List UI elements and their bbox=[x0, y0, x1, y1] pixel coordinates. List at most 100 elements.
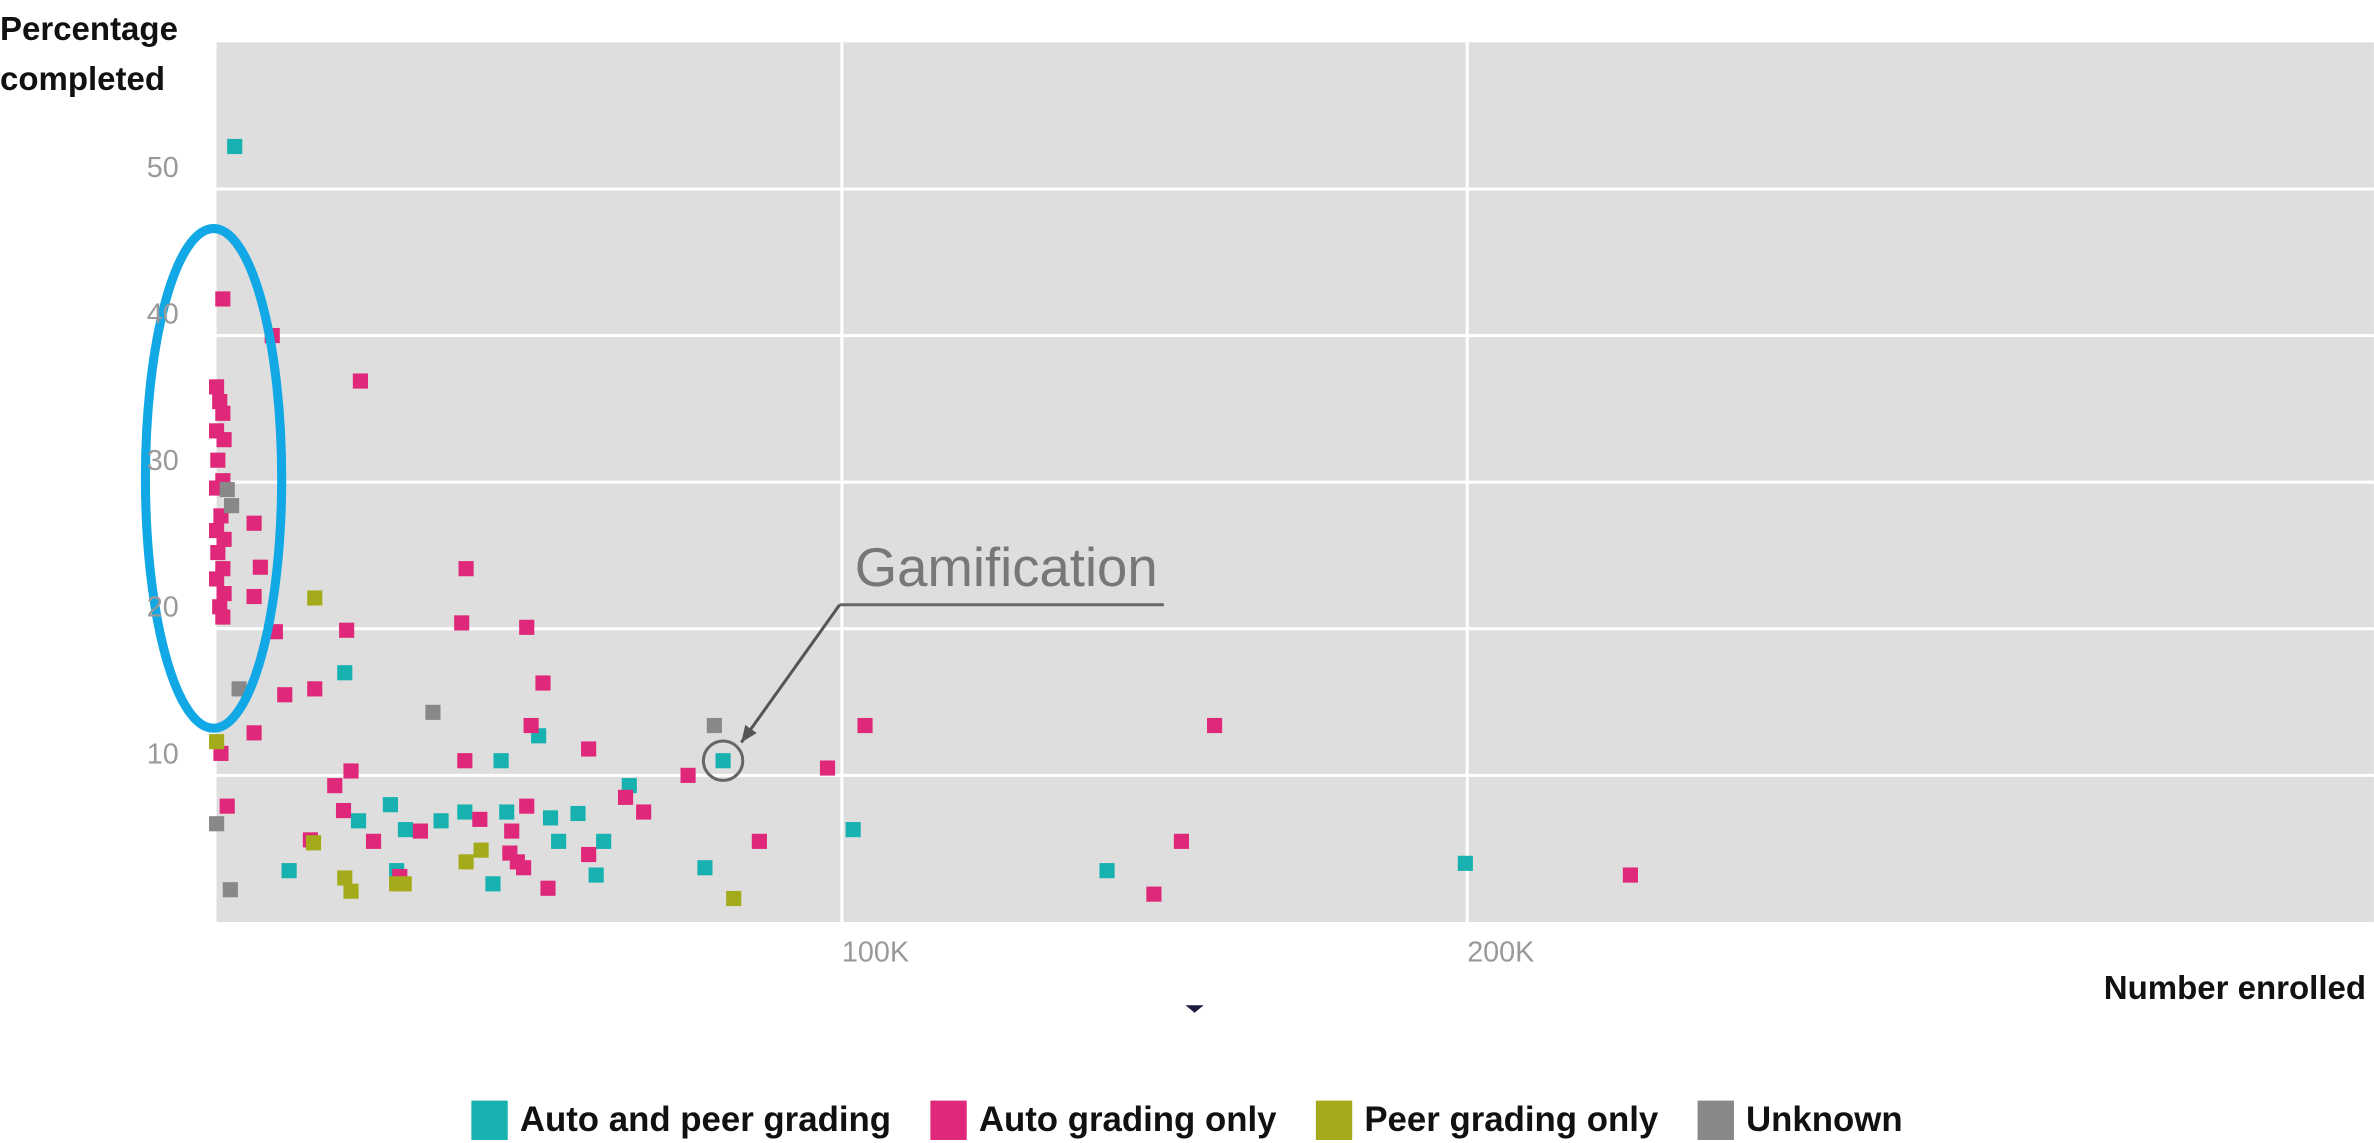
point bbox=[307, 590, 323, 606]
point bbox=[305, 835, 322, 851]
point bbox=[210, 452, 226, 468]
point bbox=[472, 811, 488, 827]
x-tick-label: 100K bbox=[842, 936, 909, 968]
point bbox=[485, 876, 501, 892]
point bbox=[246, 725, 262, 741]
point bbox=[350, 813, 367, 829]
point bbox=[343, 763, 359, 779]
point bbox=[397, 822, 413, 838]
y-tick-label: 30 bbox=[147, 445, 179, 477]
point bbox=[327, 778, 343, 794]
point bbox=[596, 833, 612, 849]
point bbox=[307, 681, 323, 697]
point bbox=[215, 609, 231, 625]
point bbox=[697, 860, 713, 876]
legend-swatch bbox=[930, 1100, 967, 1140]
point bbox=[281, 863, 297, 879]
point bbox=[1207, 717, 1223, 734]
point bbox=[252, 559, 268, 575]
point bbox=[216, 531, 232, 547]
point bbox=[617, 789, 634, 805]
point bbox=[751, 833, 767, 849]
legend-swatch bbox=[1697, 1100, 1734, 1140]
point bbox=[335, 802, 352, 819]
point bbox=[726, 890, 742, 907]
point bbox=[343, 883, 359, 899]
y-tick-label: 50 bbox=[147, 152, 179, 184]
point bbox=[581, 741, 597, 757]
highlight-ellipse bbox=[140, 224, 287, 733]
point bbox=[535, 675, 551, 691]
point bbox=[246, 515, 262, 531]
points bbox=[209, 138, 1638, 907]
point bbox=[540, 880, 556, 896]
point bbox=[212, 393, 228, 410]
point bbox=[473, 842, 489, 858]
point bbox=[581, 846, 597, 863]
annotation-arrowhead bbox=[741, 724, 757, 743]
point bbox=[246, 588, 262, 605]
annotation-arrow bbox=[740, 603, 841, 744]
legend-item: Peer grading only bbox=[1315, 1100, 1659, 1140]
point bbox=[365, 833, 382, 849]
point bbox=[857, 717, 873, 734]
point bbox=[845, 822, 861, 838]
x-tick-label: 200K bbox=[1467, 936, 1534, 968]
point bbox=[216, 432, 232, 448]
point bbox=[523, 717, 539, 734]
point bbox=[457, 753, 473, 769]
y-axis-label: Percentage completed bbox=[0, 10, 178, 97]
point bbox=[519, 619, 535, 635]
legend-item: Auto grading only bbox=[930, 1100, 1277, 1140]
point bbox=[516, 860, 532, 876]
point bbox=[215, 405, 231, 421]
point bbox=[339, 622, 355, 638]
legend-item: Unknown bbox=[1697, 1100, 1903, 1140]
legend-label: Unknown bbox=[1746, 1100, 1903, 1139]
point bbox=[458, 854, 474, 870]
point bbox=[458, 561, 474, 577]
legend-swatch bbox=[471, 1100, 508, 1140]
point bbox=[636, 804, 652, 820]
point bbox=[1622, 867, 1638, 883]
point bbox=[542, 810, 559, 826]
point bbox=[433, 813, 449, 829]
point bbox=[209, 734, 225, 750]
point bbox=[457, 804, 473, 820]
point bbox=[570, 805, 586, 822]
point bbox=[493, 753, 509, 769]
legend-label: Peer grading only bbox=[1364, 1100, 1659, 1139]
annotation-circle bbox=[701, 739, 745, 782]
point bbox=[215, 291, 231, 307]
y-tick-label: 20 bbox=[147, 592, 179, 624]
point bbox=[216, 586, 232, 602]
point bbox=[454, 615, 470, 631]
legend-label: Auto and peer grading bbox=[520, 1100, 891, 1139]
point bbox=[227, 138, 243, 155]
point bbox=[1457, 855, 1473, 871]
grid bbox=[216, 42, 2374, 922]
legend: Auto and peer grading Auto grading only Pe… bbox=[471, 1100, 1903, 1140]
point bbox=[382, 797, 398, 813]
point bbox=[519, 798, 535, 814]
point bbox=[352, 373, 368, 389]
point bbox=[219, 798, 235, 814]
point bbox=[209, 379, 225, 395]
point bbox=[715, 753, 731, 769]
point bbox=[210, 544, 226, 561]
point bbox=[621, 778, 637, 794]
point bbox=[213, 745, 229, 761]
point bbox=[337, 665, 353, 681]
point bbox=[337, 870, 353, 886]
point bbox=[396, 876, 412, 892]
point bbox=[219, 481, 235, 498]
point bbox=[412, 823, 429, 839]
legend-swatch bbox=[1315, 1100, 1353, 1140]
point bbox=[504, 823, 520, 839]
point bbox=[425, 704, 441, 720]
annotation-text: Gamification bbox=[855, 537, 1158, 598]
y-tick-label: 40 bbox=[147, 298, 179, 330]
point bbox=[551, 833, 567, 849]
point bbox=[588, 867, 604, 883]
